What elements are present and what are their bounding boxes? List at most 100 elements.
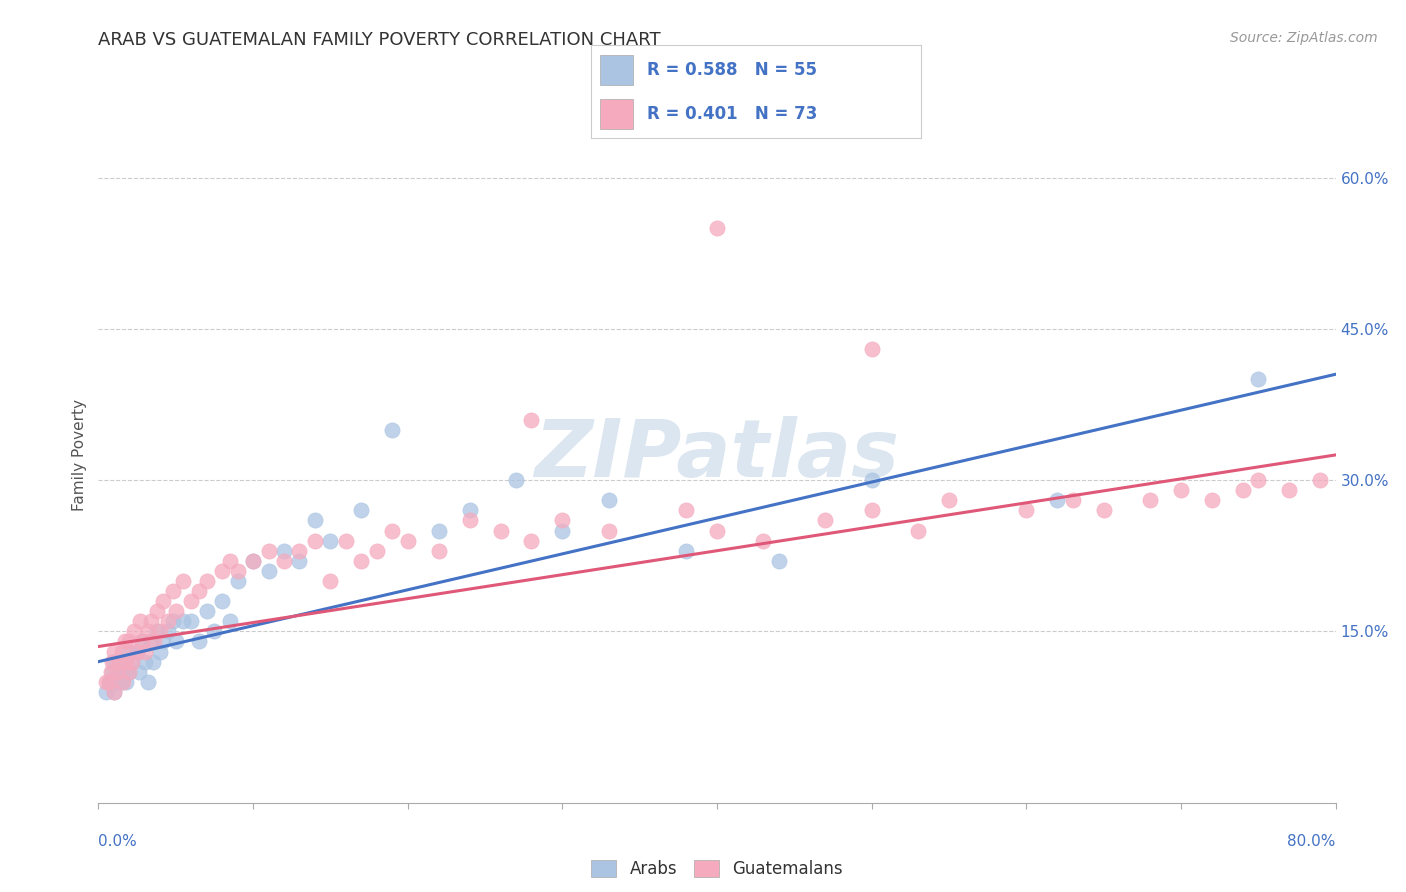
Point (162, 615, 184, 629)
Point (127, 644, 149, 658)
Point (1232, 483, 1254, 498)
Point (907, 524, 929, 538)
Point (350, 554, 373, 568)
Point (381, 423, 404, 437)
Point (152, 594, 174, 608)
Point (122, 624, 145, 639)
Text: Source: ZipAtlas.com: Source: ZipAtlas.com (1230, 31, 1378, 45)
Point (1201, 493, 1223, 508)
Point (98, 674, 121, 689)
Point (111, 674, 134, 689)
Point (139, 634, 162, 648)
Point (157, 624, 180, 639)
FancyBboxPatch shape (600, 99, 634, 129)
Point (96, 674, 118, 689)
Point (860, 503, 883, 517)
Point (706, 524, 728, 538)
Point (1092, 503, 1115, 517)
Point (142, 655, 165, 669)
Point (115, 655, 138, 669)
Point (1139, 493, 1161, 508)
Point (103, 685, 125, 699)
Point (219, 615, 242, 629)
Point (121, 655, 143, 669)
Point (131, 634, 153, 648)
Point (288, 543, 311, 558)
Point (427, 524, 450, 538)
Point (520, 533, 543, 548)
Point (226, 564, 249, 578)
Point (136, 624, 159, 639)
Point (101, 665, 124, 679)
Point (257, 543, 280, 558)
Point (458, 503, 481, 517)
Point (100, 665, 122, 679)
Point (257, 564, 280, 578)
Text: R = 0.401   N = 73: R = 0.401 N = 73 (647, 105, 817, 123)
Point (598, 524, 620, 538)
Text: ARAB VS GUATEMALAN FAMILY POVERTY CORRELATION CHART: ARAB VS GUATEMALAN FAMILY POVERTY CORREL… (98, 31, 661, 49)
Point (211, 564, 233, 578)
Point (103, 685, 125, 699)
Point (111, 644, 134, 658)
Point (180, 615, 202, 629)
Point (273, 543, 295, 558)
Point (107, 665, 129, 679)
Point (489, 524, 512, 538)
Point (115, 674, 138, 689)
Point (1247, 473, 1270, 487)
Point (242, 554, 264, 568)
Point (319, 533, 342, 548)
Point (319, 574, 342, 588)
Point (427, 543, 450, 558)
Point (173, 574, 195, 588)
Point (366, 543, 388, 558)
Point (96, 685, 118, 699)
Point (149, 624, 172, 639)
Point (288, 554, 311, 568)
Point (706, 221, 728, 235)
Text: ZIPatlas: ZIPatlas (534, 416, 900, 494)
Point (938, 493, 960, 508)
Point (157, 615, 180, 629)
Point (335, 533, 357, 548)
Point (136, 674, 159, 689)
Point (114, 634, 136, 648)
Point (162, 584, 184, 599)
Point (768, 554, 790, 568)
Point (304, 533, 326, 548)
Point (204, 624, 226, 639)
Text: 0.0%: 0.0% (98, 834, 138, 849)
Point (127, 644, 149, 658)
Text: R = 0.588   N = 55: R = 0.588 N = 55 (647, 61, 817, 78)
Point (551, 513, 574, 527)
Point (103, 655, 125, 669)
Point (165, 604, 187, 618)
Point (131, 634, 153, 648)
Point (146, 604, 169, 618)
Point (112, 665, 135, 679)
Point (118, 644, 141, 658)
Point (814, 513, 837, 527)
Point (103, 644, 125, 658)
FancyBboxPatch shape (600, 55, 634, 85)
Point (195, 574, 218, 588)
Point (114, 655, 136, 669)
Point (188, 634, 211, 648)
Point (105, 674, 128, 689)
Point (242, 554, 264, 568)
Point (118, 665, 141, 679)
Point (350, 503, 373, 517)
Point (505, 473, 527, 487)
Point (1046, 493, 1069, 508)
Point (1062, 493, 1084, 508)
Point (396, 533, 419, 548)
Y-axis label: Family Poverty: Family Poverty (72, 399, 87, 511)
Point (112, 674, 135, 689)
Point (219, 554, 242, 568)
Point (118, 634, 141, 648)
Point (675, 543, 697, 558)
Point (129, 615, 152, 629)
Point (675, 503, 697, 517)
Point (1247, 372, 1270, 386)
